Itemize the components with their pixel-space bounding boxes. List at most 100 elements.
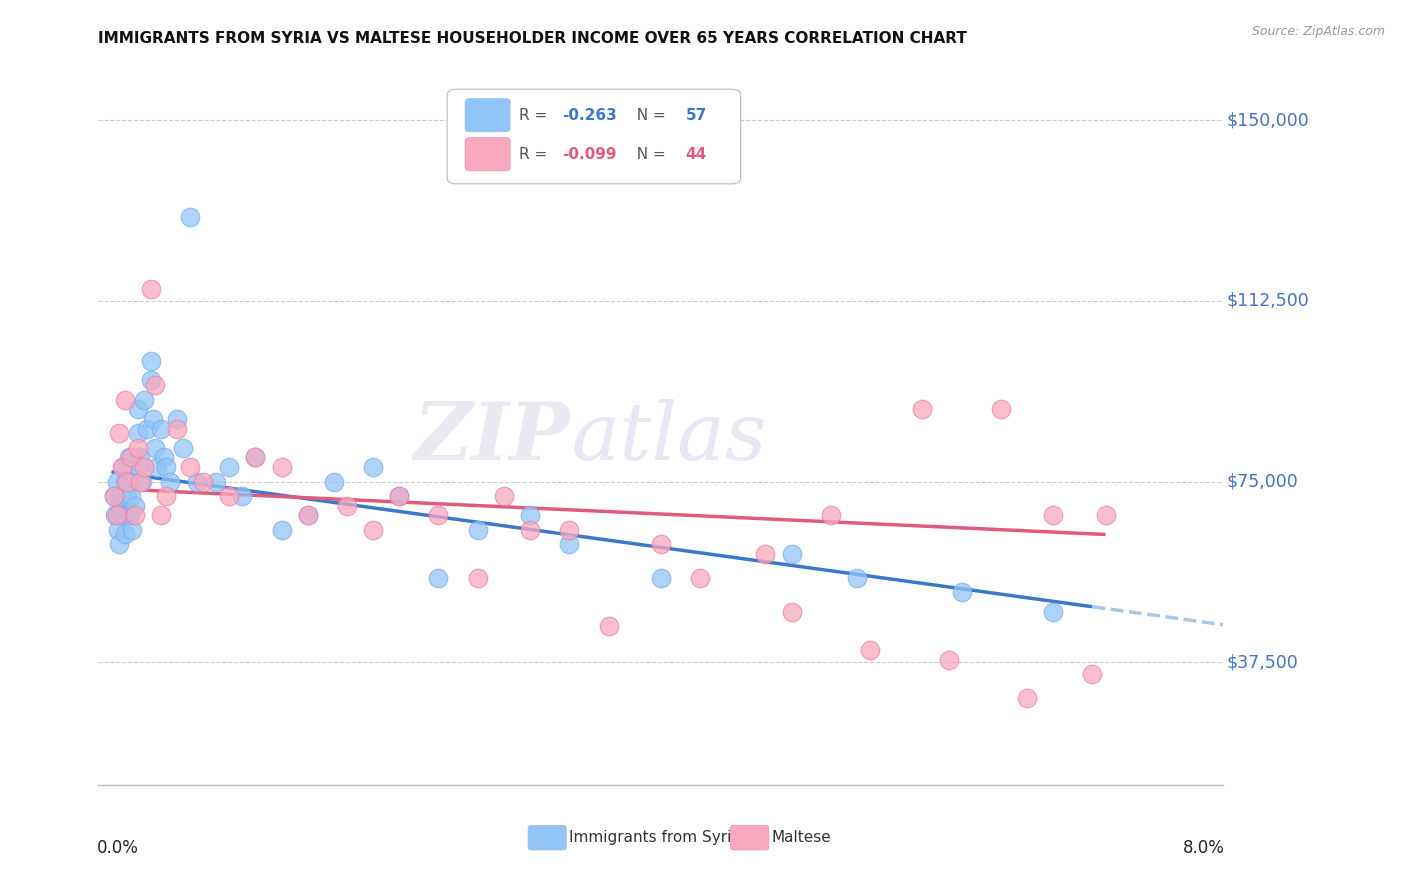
Text: ZIP: ZIP <box>413 400 571 477</box>
Point <box>153 450 176 465</box>
Point <box>231 489 253 503</box>
Point <box>127 441 149 455</box>
Point <box>650 537 672 551</box>
Point <box>172 441 194 455</box>
Point <box>361 460 384 475</box>
Point <box>245 450 267 465</box>
Point <box>111 460 134 475</box>
Text: -0.263: -0.263 <box>562 108 617 123</box>
FancyBboxPatch shape <box>731 825 769 850</box>
Point <box>114 392 136 407</box>
Text: N =: N = <box>627 108 671 123</box>
Point <box>427 571 450 585</box>
FancyBboxPatch shape <box>465 99 510 132</box>
Point <box>135 421 157 435</box>
Point <box>120 450 142 465</box>
Point <box>297 508 319 523</box>
Point <box>191 475 214 489</box>
Point <box>134 460 156 475</box>
Point <box>519 523 541 537</box>
Point <box>111 489 134 503</box>
Point <box>427 508 450 523</box>
Point <box>558 523 581 537</box>
Point <box>108 426 131 441</box>
Point <box>150 508 173 523</box>
Point <box>103 489 125 503</box>
Point <box>117 450 139 465</box>
Point <box>107 523 129 537</box>
Point <box>179 210 201 224</box>
Point <box>245 450 267 465</box>
Point <box>121 523 143 537</box>
Point <box>780 547 803 561</box>
Point <box>336 499 359 513</box>
Point <box>492 489 515 503</box>
Point <box>846 571 869 585</box>
Point <box>322 475 344 489</box>
Point <box>124 499 146 513</box>
Point <box>118 508 141 523</box>
Point <box>114 527 136 541</box>
Point <box>114 508 136 523</box>
Text: IMMIGRANTS FROM SYRIA VS MALTESE HOUSEHOLDER INCOME OVER 65 YEARS CORRELATION CH: IMMIGRANTS FROM SYRIA VS MALTESE HOUSEHO… <box>98 31 967 46</box>
Point <box>129 475 152 489</box>
Text: N =: N = <box>627 146 671 161</box>
Text: atlas: atlas <box>571 400 766 477</box>
Point <box>218 489 240 503</box>
Point <box>103 489 125 503</box>
Point <box>388 489 411 503</box>
Point <box>134 392 156 407</box>
Point <box>120 489 142 503</box>
Point <box>146 460 169 475</box>
Point <box>139 373 162 387</box>
Point <box>166 412 188 426</box>
Text: $75,000: $75,000 <box>1226 473 1298 491</box>
Point <box>127 402 149 417</box>
Point <box>1094 508 1116 523</box>
Text: R =: R = <box>519 146 553 161</box>
Point <box>124 508 146 523</box>
Point <box>104 508 127 523</box>
Point <box>105 475 128 489</box>
Point <box>361 523 384 537</box>
Point <box>110 508 132 523</box>
Text: -0.099: -0.099 <box>562 146 616 161</box>
Point <box>911 402 934 417</box>
Point <box>143 378 166 392</box>
Text: Immigrants from Syria: Immigrants from Syria <box>568 830 741 846</box>
Point <box>519 508 541 523</box>
Point <box>166 421 188 435</box>
Point <box>143 441 166 455</box>
Point <box>859 643 882 657</box>
Text: 57: 57 <box>686 108 707 123</box>
Point <box>129 450 152 465</box>
Point <box>689 571 711 585</box>
Point <box>650 571 672 585</box>
FancyBboxPatch shape <box>447 89 741 184</box>
Text: $112,500: $112,500 <box>1226 292 1309 310</box>
Point <box>270 460 292 475</box>
Point <box>205 475 228 489</box>
Point <box>820 508 842 523</box>
Point <box>139 282 162 296</box>
Point <box>1042 605 1064 619</box>
Point <box>558 537 581 551</box>
Point <box>467 571 489 585</box>
Point <box>467 523 489 537</box>
Point <box>115 489 138 503</box>
Point <box>297 508 319 523</box>
Point <box>108 499 131 513</box>
Point <box>1042 508 1064 523</box>
Point <box>131 475 153 489</box>
Point <box>218 460 240 475</box>
Point <box>150 421 173 435</box>
Point <box>990 402 1012 417</box>
Point <box>139 354 162 368</box>
Point <box>155 460 177 475</box>
Point <box>598 619 620 633</box>
Point <box>159 475 181 489</box>
Point <box>112 460 135 475</box>
Text: Source: ZipAtlas.com: Source: ZipAtlas.com <box>1251 25 1385 38</box>
Point <box>114 475 136 489</box>
Point <box>754 547 776 561</box>
